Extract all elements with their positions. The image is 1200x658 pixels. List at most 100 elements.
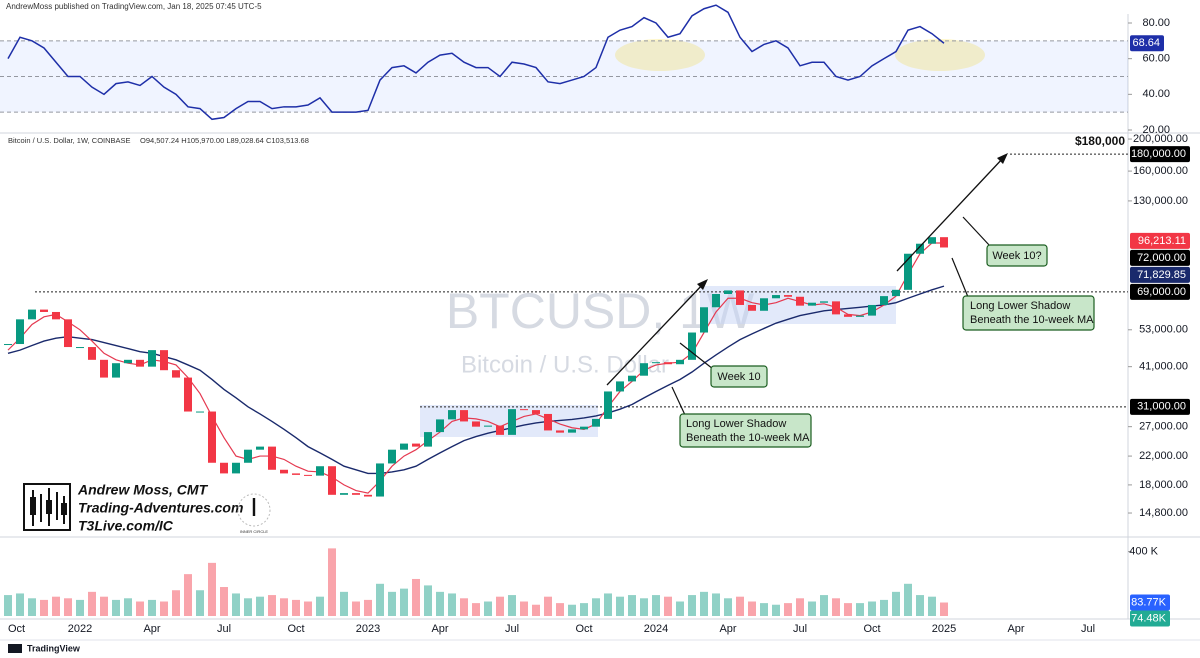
volume-bar [856, 603, 864, 616]
volume-bar [892, 591, 900, 616]
volume-bar [688, 595, 696, 616]
volume-bar [124, 598, 132, 616]
volume-bar [316, 596, 324, 616]
candle [460, 410, 468, 422]
volume-bar [16, 593, 24, 616]
candle [904, 253, 912, 290]
x-tick-label: 2024 [644, 623, 668, 635]
volume-bar [256, 596, 264, 616]
tv-logo [8, 644, 22, 653]
candle [64, 319, 72, 348]
rsi-line [7, 4, 945, 121]
volume-bar [604, 593, 612, 616]
candle [100, 359, 108, 378]
volume-bar [940, 602, 948, 616]
candle [112, 363, 120, 378]
candle [520, 409, 528, 411]
candle [628, 375, 636, 382]
candle [760, 298, 768, 311]
candle [700, 307, 708, 333]
volume-bar [772, 604, 780, 616]
x-tick-label: Jul [217, 623, 231, 635]
price-tag-label: 31,000.00 [1137, 401, 1186, 413]
volume-bar [796, 598, 804, 616]
volume-bar [304, 601, 312, 616]
volume-bar [268, 595, 276, 616]
price-tag [1130, 398, 1190, 415]
volume-bar [448, 593, 456, 616]
volume-bar [916, 595, 924, 616]
branding: Andrew Moss, CMT Trading-Adventures.com … [23, 482, 271, 534]
y-tick-label: 80.00 [1142, 17, 1170, 29]
volume-bar [376, 583, 384, 616]
price-tag-label: 72,000.00 [1137, 252, 1186, 264]
candle [784, 295, 792, 297]
candle [772, 295, 780, 299]
volume-bar [52, 596, 60, 616]
site: Trading-Adventures.com [78, 500, 243, 516]
y-tick-label: 40.00 [1142, 88, 1170, 100]
volume-bar [868, 601, 876, 616]
x-tick-label: Oct [287, 623, 304, 635]
y-tick-label: 27,000.00 [1139, 421, 1188, 433]
candle [808, 302, 816, 306]
volume-bar [736, 596, 744, 616]
candle [448, 410, 456, 420]
candle [328, 466, 336, 495]
volume-bar [652, 595, 660, 616]
volume-bar [196, 590, 204, 616]
volume-bar [820, 595, 828, 616]
rsi-highlight [895, 39, 985, 71]
callout-text: Beneath the 10-week MA [686, 432, 810, 444]
candle [748, 304, 756, 311]
candle [220, 462, 228, 474]
candle [844, 314, 852, 317]
legend: Bitcoin / U.S. Dollar, 1W, COINBASE O94,… [8, 136, 309, 145]
candle [508, 409, 516, 435]
volume-bar [184, 574, 192, 616]
volume-bar [172, 590, 180, 616]
volume-bar [436, 591, 444, 616]
candle [532, 410, 540, 414]
volume-bar [280, 598, 288, 616]
badge-text: INNER CIRCLE [240, 529, 269, 534]
price-tag [1130, 232, 1190, 249]
candle [88, 347, 96, 360]
candle [592, 418, 600, 427]
candle [556, 430, 564, 433]
symbol-title: Bitcoin / U.S. Dollar, 1W, COINBASE [8, 136, 131, 145]
volume-bar [664, 596, 672, 616]
volume-bar [580, 603, 588, 616]
candle [424, 432, 432, 447]
candle [280, 469, 288, 474]
candle [568, 429, 576, 433]
volume-bar [520, 601, 528, 616]
x-tick-label: Jul [793, 623, 807, 635]
volume-bar [568, 604, 576, 616]
candle [796, 296, 804, 306]
callout-text: Long Lower Shadow [686, 418, 786, 430]
rsi-tag [1130, 35, 1164, 52]
x-tick-label: Apr [719, 623, 736, 635]
x-tick-label: Jul [1081, 623, 1095, 635]
candle [208, 411, 216, 463]
candle [940, 237, 948, 248]
volume-bar [832, 598, 840, 616]
volume-bar [148, 599, 156, 616]
candle [736, 290, 744, 305]
candle [256, 446, 264, 450]
candle [400, 443, 408, 450]
y-tick-label: 14,800.00 [1139, 507, 1188, 519]
volume-bar [400, 588, 408, 616]
logo-icon [46, 500, 52, 514]
author: Andrew Moss, CMT [77, 482, 209, 498]
badge-ring [237, 493, 271, 527]
price-tag [1130, 146, 1190, 163]
candle [340, 493, 348, 495]
volume-bar [808, 601, 816, 616]
volume-bar [352, 601, 360, 616]
candle [688, 332, 696, 360]
connector [951, 257, 969, 298]
volume-bar [40, 599, 48, 616]
y-tick-label: 20.00 [1142, 124, 1170, 136]
